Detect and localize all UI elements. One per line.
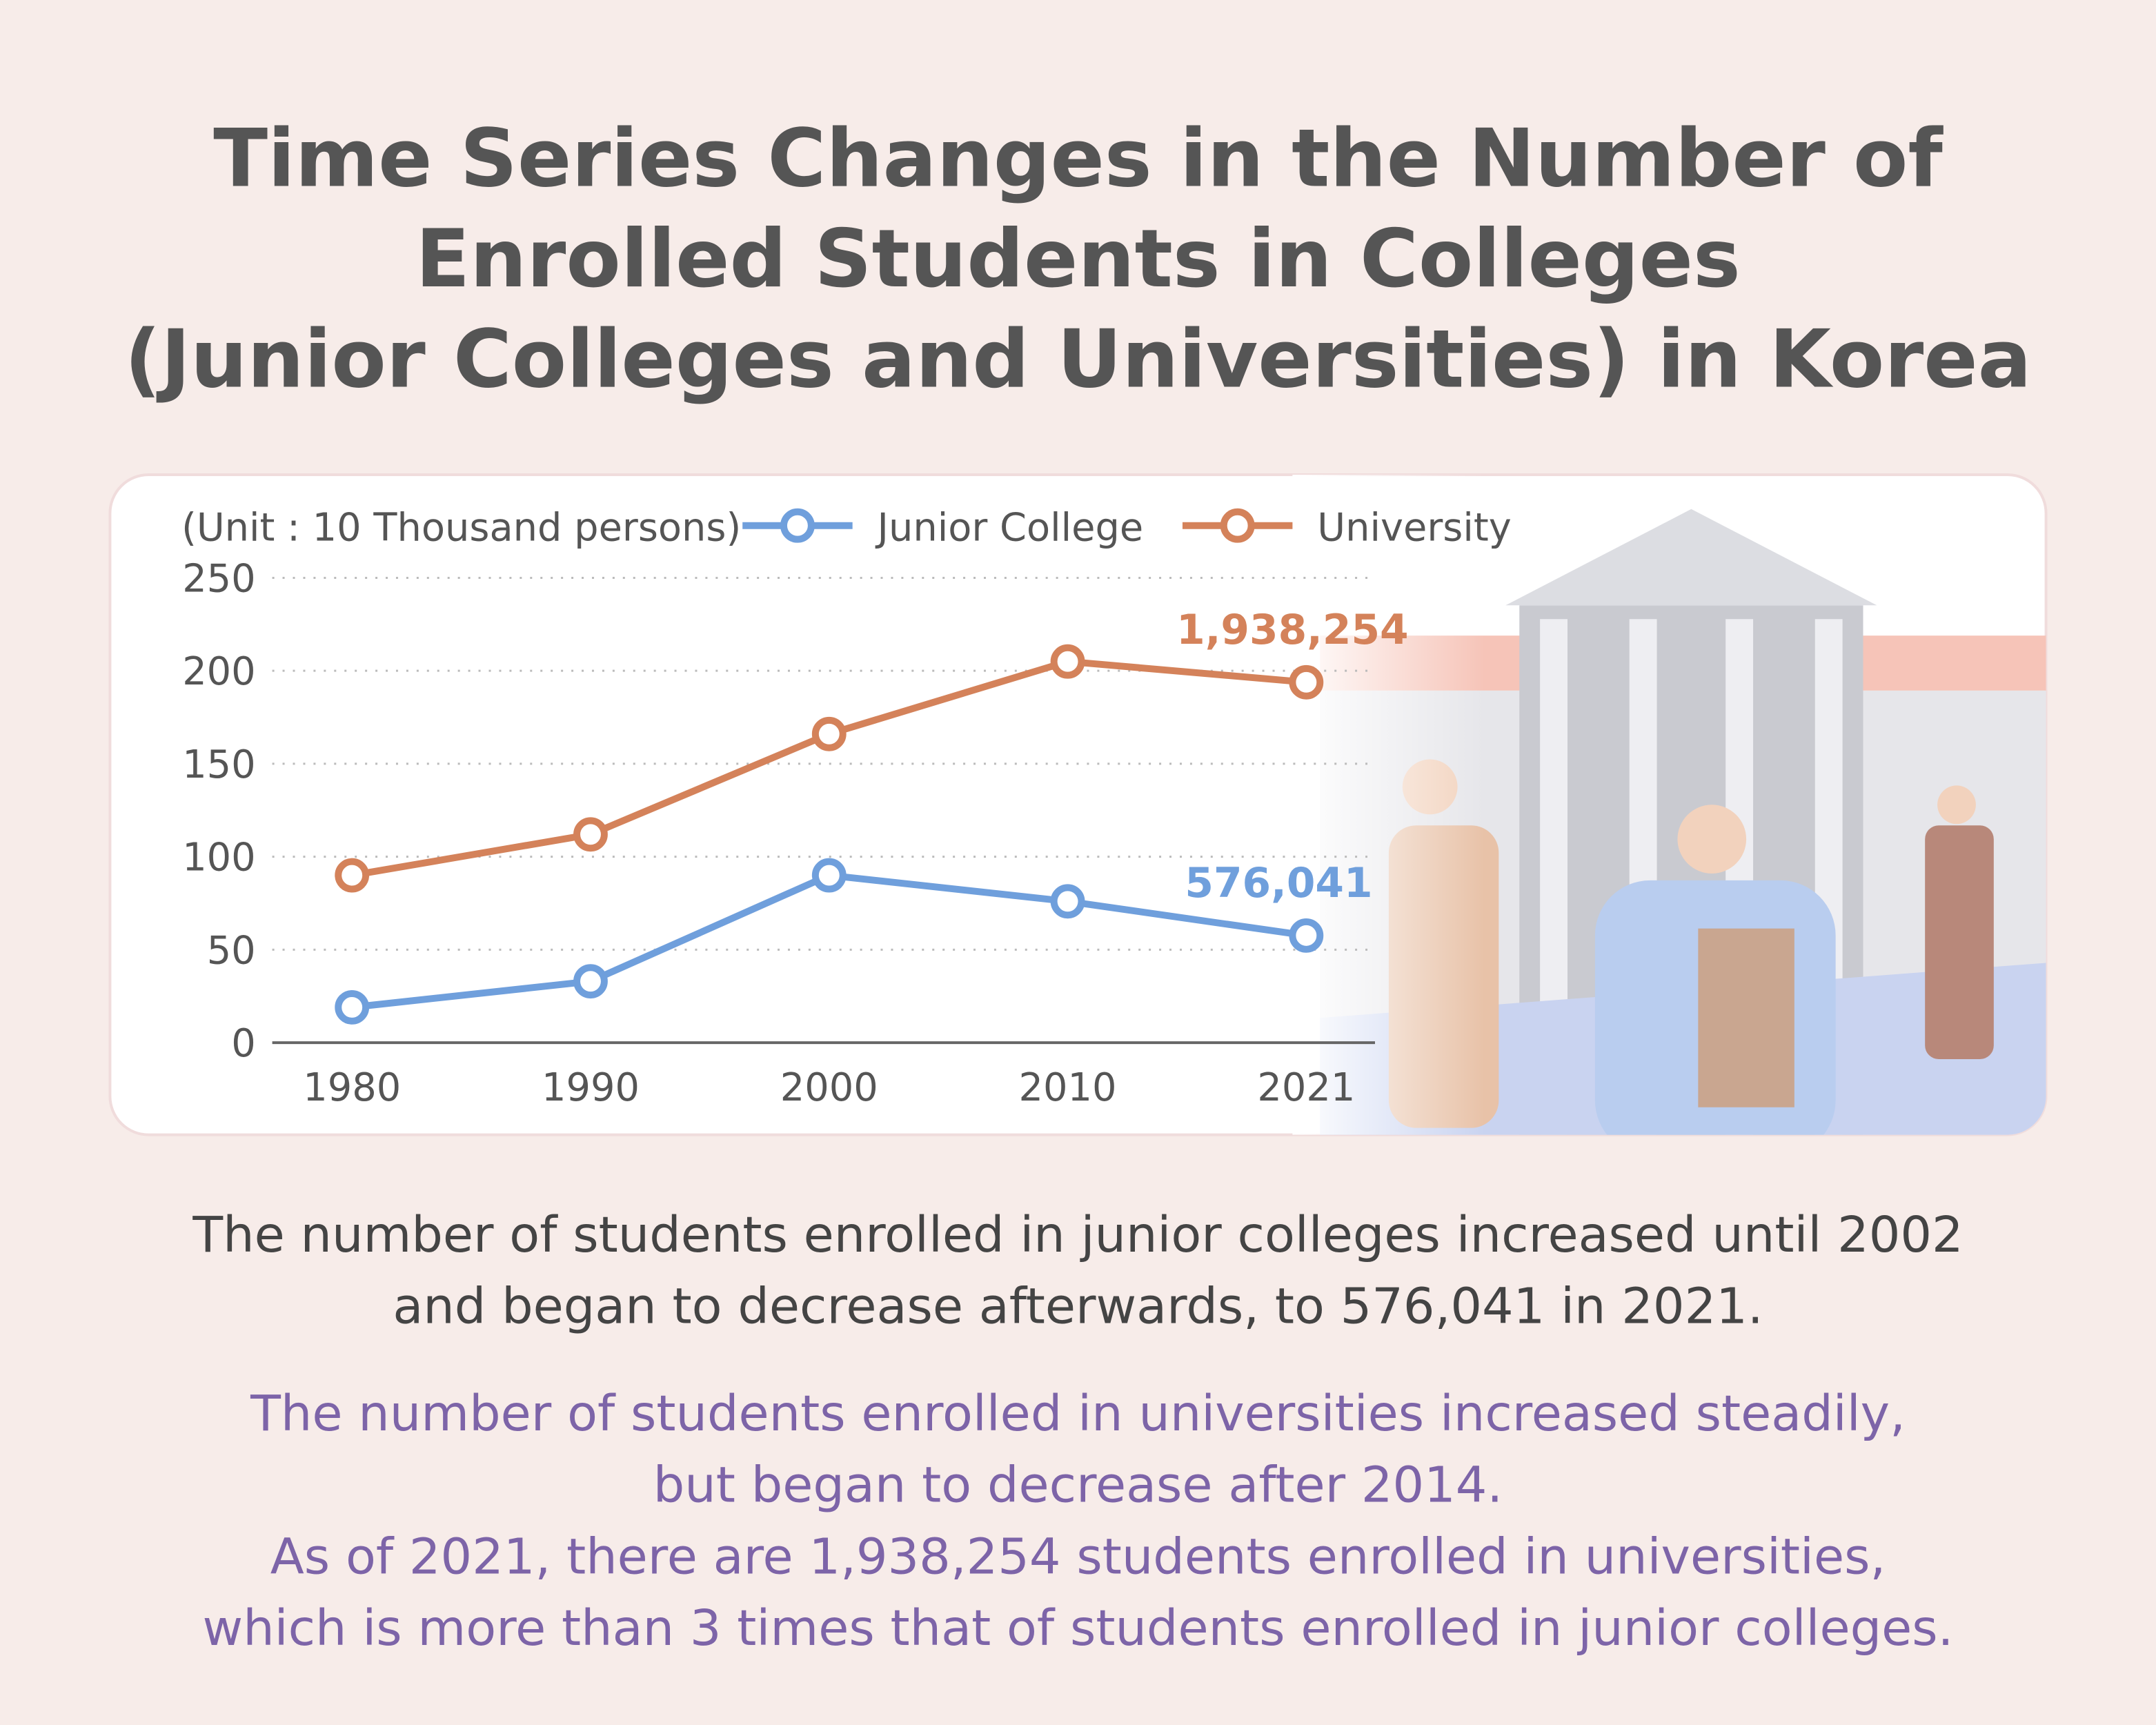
y-tick-label: 0 <box>231 1021 256 1066</box>
data-point <box>811 716 847 751</box>
x-tick-label: 1980 <box>303 1065 401 1110</box>
legend-marker <box>1220 508 1255 543</box>
data-point <box>573 817 608 852</box>
x-tick-label: 2010 <box>1019 1065 1117 1110</box>
title-line: Enrolled Students in Colleges <box>415 213 1741 306</box>
data-point <box>1289 918 1324 953</box>
books <box>1698 928 1794 1107</box>
description-line: and began to decrease afterwards, to 576… <box>393 1277 1763 1335</box>
value-label: 1,938,254 <box>1176 607 1409 654</box>
legend-marker <box>780 508 815 543</box>
y-axis-label: (Unit : 10 Thousand persons) <box>181 506 741 551</box>
description-line: which is more than 3 times that of stude… <box>203 1599 1954 1657</box>
data-point <box>1289 664 1324 700</box>
description-line: As of 2021, there are 1,938,254 students… <box>270 1527 1886 1585</box>
person-head <box>1937 785 1976 825</box>
illustration <box>1292 474 2046 1135</box>
y-tick-label: 200 <box>182 649 256 694</box>
chart: (Unit : 10 Thousand persons) 0 50 100 150 20… <box>181 506 1512 1110</box>
x-tick-label: 2021 <box>1257 1065 1355 1110</box>
person-head <box>1677 805 1747 874</box>
legend-label: Junior College <box>876 506 1144 551</box>
data-point <box>1050 884 1085 919</box>
data-point <box>335 858 370 893</box>
y-tick-label: 250 <box>182 556 256 601</box>
person <box>1925 825 1994 1059</box>
data-point <box>1050 644 1085 679</box>
title-line: (Junior Colleges and Universities) in Ko… <box>124 313 2031 406</box>
data-point <box>335 989 370 1025</box>
data-point <box>573 964 608 999</box>
value-label: 576,041 <box>1185 860 1372 907</box>
x-tick-label: 1990 <box>542 1065 640 1110</box>
description-line: The number of students enrolled in unive… <box>250 1384 1906 1442</box>
title-line: Time Series Changes in the Number of <box>213 112 1944 205</box>
y-tick-label: 100 <box>182 836 256 880</box>
description-line: but began to decrease after 2014. <box>653 1456 1503 1514</box>
description-line: The number of students enrolled in junio… <box>192 1205 1963 1263</box>
y-tick-label: 50 <box>207 928 256 973</box>
x-tick-label: 2000 <box>780 1065 878 1110</box>
pediment <box>1505 509 1877 606</box>
y-tick-label: 150 <box>182 742 256 787</box>
legend-label: University <box>1317 506 1511 551</box>
data-point <box>811 858 847 893</box>
fade <box>1292 474 1485 1135</box>
